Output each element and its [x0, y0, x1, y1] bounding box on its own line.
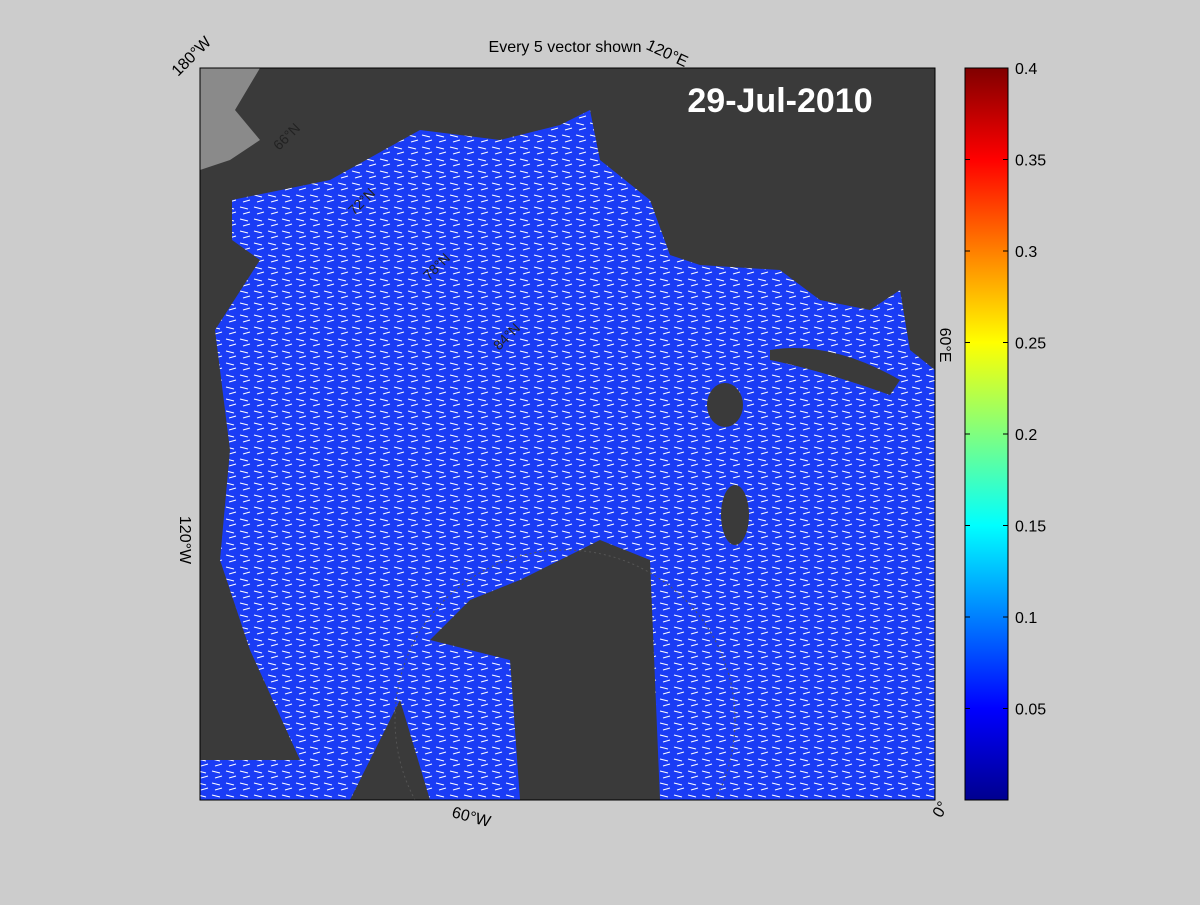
colorbar [964, 67, 1009, 801]
colorbar-tick-label: 0.2 [1015, 427, 1037, 444]
island [707, 383, 743, 427]
longitude-label: 120°E [643, 37, 690, 71]
colorbar-tick-label: 0.15 [1015, 519, 1046, 536]
colorbar-tick-label: 0.4 [1015, 61, 1037, 78]
colorbar-tick-label: 0.05 [1015, 702, 1046, 719]
out-of-domain [200, 68, 260, 170]
map: 29-Jul-2010 [200, 68, 935, 800]
map-frame [199, 67, 936, 801]
velocity-vectors [200, 110, 935, 800]
colorbar-tick-label: 0.25 [1015, 336, 1046, 353]
island [721, 485, 749, 545]
plot-title: Every 5 vector shown [489, 39, 642, 56]
latitude-circle [394, 549, 736, 800]
island [770, 348, 900, 395]
date-label: 29-Jul-2010 [687, 82, 872, 120]
colorbar-tick-label: 0.3 [1015, 244, 1037, 261]
longitude-label: 60°E [936, 328, 953, 363]
colorbar-tick-label: 0.1 [1015, 610, 1037, 627]
longitude-label: 60°W [450, 804, 493, 831]
colorbar-tick-label: 0.35 [1015, 153, 1046, 170]
longitude-label: 0° [930, 799, 952, 821]
longitude-label: 120°W [176, 516, 193, 565]
